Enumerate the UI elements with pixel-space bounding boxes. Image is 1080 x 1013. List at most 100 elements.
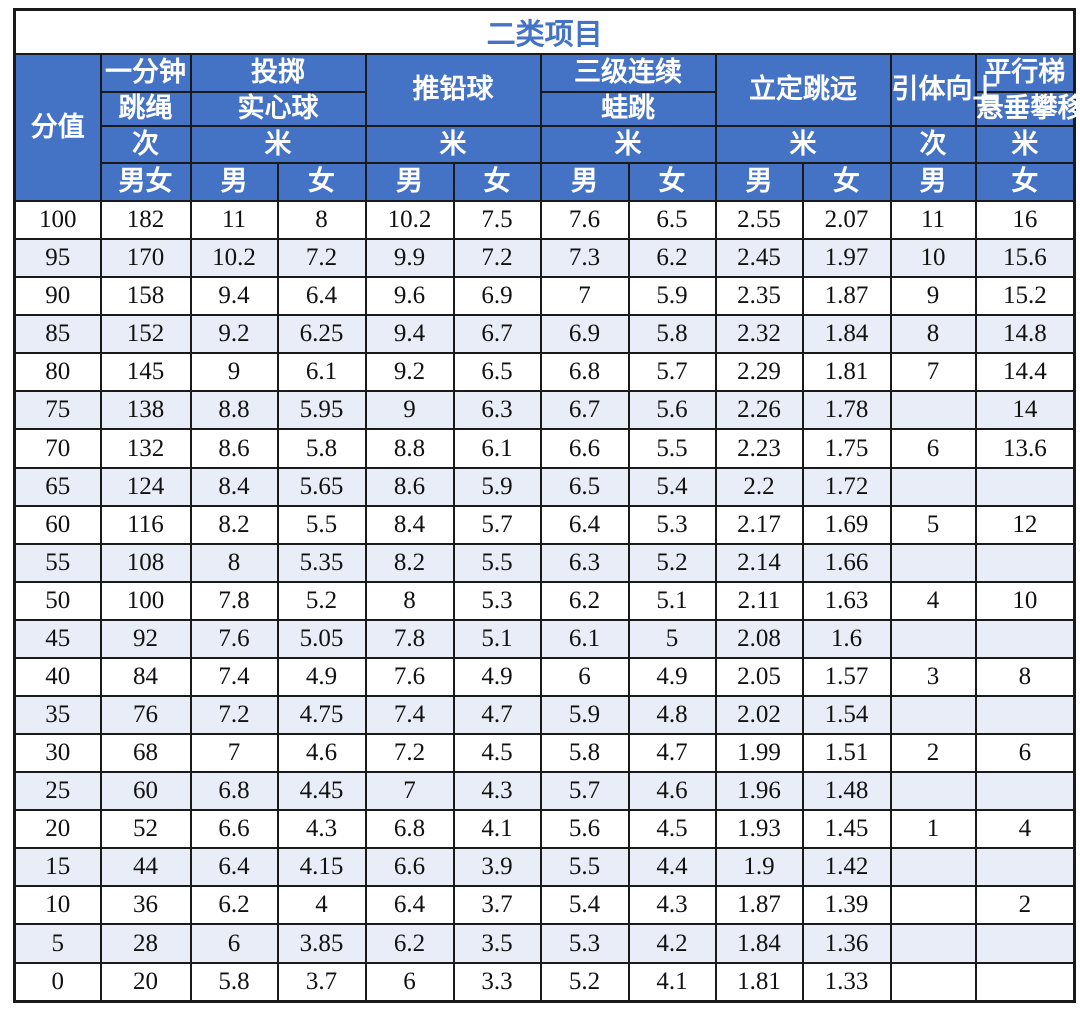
value-cell: [974, 847, 1076, 888]
value-cell: 2.08: [714, 618, 804, 659]
value-cell: 5.3: [627, 504, 717, 545]
value-cell: 5.5: [627, 428, 717, 469]
score-cell: 80: [13, 352, 102, 393]
value-cell: 5: [627, 618, 717, 659]
value-cell: 1: [889, 809, 977, 850]
value-cell: 44: [99, 847, 192, 888]
value-cell: 4.8: [627, 695, 717, 736]
score-cell: 0: [13, 961, 102, 1003]
header-medicine-ball-line1: 投掷: [189, 53, 367, 93]
score-cell: 15: [13, 847, 102, 888]
value-cell: 158: [99, 276, 192, 317]
value-cell: [889, 885, 977, 926]
value-cell: 28: [99, 923, 192, 964]
score-cell: 90: [13, 276, 102, 317]
value-cell: 6.9: [452, 276, 542, 317]
value-cell: 4.2: [627, 923, 717, 964]
value-cell: 2.45: [714, 238, 804, 279]
unit-pull-up: 次: [889, 125, 977, 164]
value-cell: 6.8: [539, 352, 630, 393]
value-cell: 10: [889, 238, 977, 279]
value-cell: 5.6: [627, 390, 717, 431]
value-cell: 2.05: [714, 656, 804, 698]
value-cell: 2.32: [714, 314, 804, 355]
value-cell: 5.8: [539, 733, 630, 774]
value-cell: 4.75: [276, 695, 367, 736]
value-cell: [974, 771, 1076, 812]
title-row: 二类项目: [13, 8, 1076, 55]
value-cell: 5.7: [627, 352, 717, 393]
value-cell: 6.1: [539, 618, 630, 659]
header-row-2: 跳绳 实心球 蛙跳 悬垂攀移: [15, 91, 1080, 127]
value-cell: 6.8: [189, 771, 279, 812]
value-cell: 4.9: [627, 656, 717, 698]
value-cell: 3.9: [452, 847, 542, 888]
header-row-units: 次 米 米 米 米 次 米: [15, 125, 1076, 164]
value-cell: 10: [974, 580, 1076, 621]
value-cell: 6: [539, 656, 630, 698]
value-cell: 2.23: [714, 428, 804, 469]
value-cell: 7.2: [276, 238, 367, 279]
header-standing-jump: 立定跳远: [714, 53, 892, 127]
value-cell: 5.2: [627, 542, 717, 583]
value-cell: 2.11: [714, 580, 804, 621]
table-row: 30 68 7 4.6 7.2 4.5 5.8 4.7 1.99 1.51 2 6: [13, 733, 1076, 774]
value-cell: 8.6: [364, 466, 455, 507]
score-cell: 85: [13, 314, 102, 355]
value-cell: 6.2: [189, 885, 279, 926]
value-cell: 182: [99, 199, 192, 241]
table-row: 100 182 11 8 10.2 7.5 7.6 6.5 2.55 2.07 11 16: [13, 199, 1076, 241]
value-cell: 7: [364, 771, 455, 812]
value-cell: 1.81: [801, 352, 892, 393]
header-row-genders: 男女 男 女 男 女 男 女 男 女 男 女: [15, 162, 1076, 202]
value-cell: 1.6: [801, 618, 892, 659]
value-cell: [974, 466, 1076, 507]
value-cell: 6: [889, 428, 977, 469]
value-cell: 8: [889, 314, 977, 355]
value-cell: 5.3: [452, 580, 542, 621]
value-cell: 5.4: [627, 466, 717, 507]
gender-shot-put-f: 女: [452, 162, 542, 202]
value-cell: 7.2: [452, 238, 542, 279]
gender-pull-up-m: 男: [889, 162, 977, 202]
value-cell: 4.1: [627, 961, 717, 1003]
gender-standing-jump-f: 女: [801, 162, 892, 202]
header-medicine-ball-line2: 实心球: [189, 91, 367, 127]
table-row: 10 36 6.2 4 6.4 3.7 5.4 4.3 1.87 1.39 2: [13, 885, 1076, 926]
value-cell: 4.45: [276, 771, 367, 812]
value-cell: 7.3: [539, 238, 630, 279]
value-cell: 7.4: [189, 656, 279, 698]
value-cell: 5.65: [276, 466, 367, 507]
value-cell: 5.5: [539, 847, 630, 888]
value-cell: 6.4: [364, 885, 455, 926]
value-cell: 6.5: [627, 199, 717, 241]
value-cell: 1.63: [801, 580, 892, 621]
table-title: 二类项目: [13, 8, 1076, 55]
value-cell: 5.6: [539, 809, 630, 850]
value-cell: 5.5: [452, 542, 542, 583]
value-cell: 84: [99, 656, 192, 698]
score-cell: 65: [13, 466, 102, 507]
score-cell: 100: [13, 199, 102, 241]
value-cell: 5.2: [539, 961, 630, 1003]
value-cell: 13.6: [974, 428, 1076, 469]
table-row: 60 116 8.2 5.5 8.4 5.7 6.4 5.3 2.17 1.69 5 12: [13, 504, 1076, 545]
value-cell: 92: [99, 618, 192, 659]
value-cell: 6.4: [189, 847, 279, 888]
header-frog-jump-line1: 三级连续: [539, 53, 717, 93]
value-cell: 5.8: [276, 428, 367, 469]
value-cell: 6.1: [276, 352, 367, 393]
value-cell: [889, 542, 977, 583]
value-cell: 6.6: [539, 428, 630, 469]
table-row: 20 52 6.6 4.3 6.8 4.1 5.6 4.5 1.93 1.45 1 4: [13, 809, 1076, 850]
value-cell: 1.87: [714, 885, 804, 926]
value-cell: 5.1: [452, 618, 542, 659]
value-cell: 7.6: [189, 618, 279, 659]
table-row: 40 84 7.4 4.9 7.6 4.9 6 4.9 2.05 1.57 3 8: [13, 656, 1076, 698]
value-cell: 5.9: [627, 276, 717, 317]
value-cell: 60: [99, 771, 192, 812]
value-cell: [974, 618, 1076, 659]
value-cell: 9.2: [364, 352, 455, 393]
value-cell: 7.5: [452, 199, 542, 241]
